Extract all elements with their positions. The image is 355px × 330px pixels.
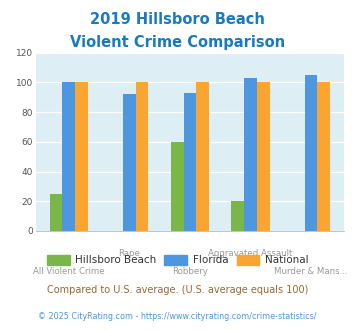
Text: © 2025 CityRating.com - https://www.cityrating.com/crime-statistics/: © 2025 CityRating.com - https://www.city…: [38, 312, 317, 321]
Text: Compared to U.S. average. (U.S. average equals 100): Compared to U.S. average. (U.S. average …: [47, 285, 308, 295]
Bar: [123, 94, 136, 231]
Bar: [257, 82, 269, 231]
Text: Aggravated Assault: Aggravated Assault: [208, 249, 293, 258]
Text: All Violent Crime: All Violent Crime: [33, 267, 105, 276]
Bar: [196, 82, 209, 231]
Bar: [305, 75, 317, 231]
Bar: [171, 142, 184, 231]
Bar: [231, 201, 244, 231]
Text: Violent Crime Comparison: Violent Crime Comparison: [70, 35, 285, 50]
Legend: Hillsboro Beach, Florida, National: Hillsboro Beach, Florida, National: [43, 251, 312, 270]
Text: 2019 Hillsboro Beach: 2019 Hillsboro Beach: [90, 12, 265, 26]
Bar: [75, 82, 88, 231]
Text: Murder & Mans...: Murder & Mans...: [274, 267, 348, 276]
Bar: [317, 82, 330, 231]
Bar: [50, 194, 62, 231]
Bar: [62, 82, 75, 231]
Text: Rape: Rape: [119, 249, 140, 258]
Bar: [136, 82, 148, 231]
Bar: [184, 93, 196, 231]
Text: Robbery: Robbery: [172, 267, 208, 276]
Bar: [244, 78, 257, 231]
